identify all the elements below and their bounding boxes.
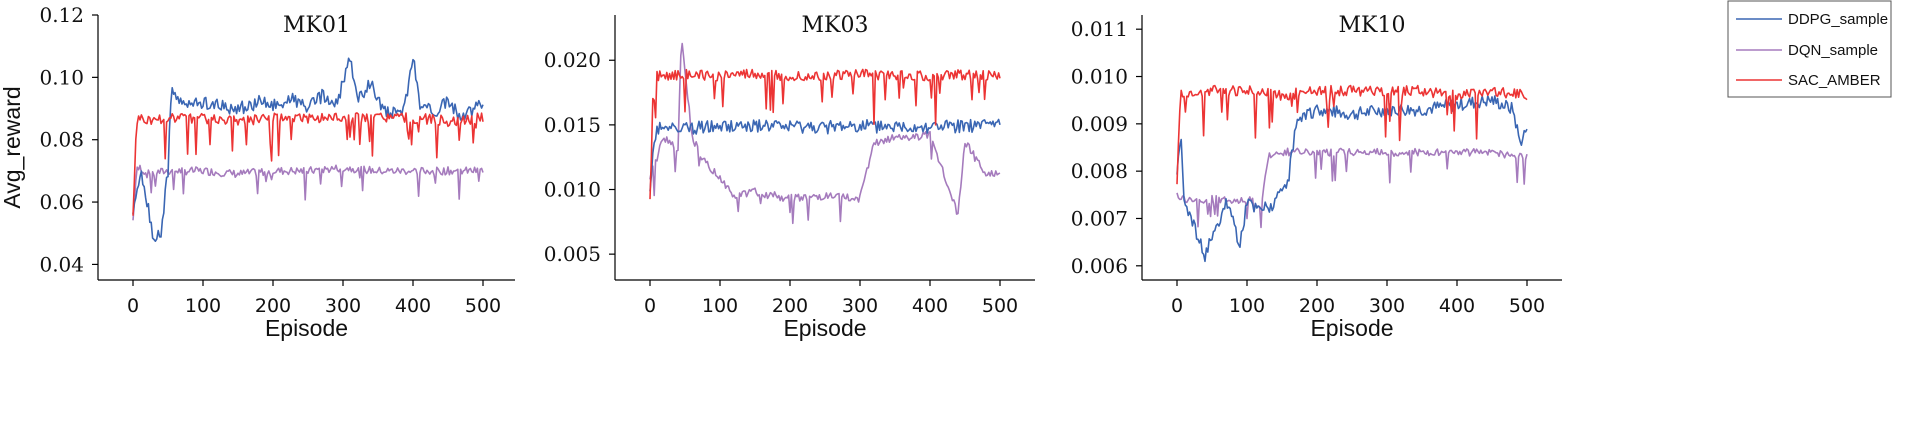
y-tick-label: 0.010	[1071, 65, 1128, 89]
chart-title: MK03	[802, 13, 869, 38]
x-tick-label: 400	[395, 295, 431, 317]
x-tick-label: 500	[465, 295, 501, 317]
series-line-sac-amber	[132, 112, 484, 216]
x-tick-label: 200	[255, 295, 291, 317]
y-tick-label: 0.008	[1071, 159, 1128, 183]
x-tick-label: 0	[644, 295, 656, 317]
y-tick-label: 0.04	[39, 252, 84, 276]
y-axis-label: Avg_reward	[0, 86, 25, 208]
chart-panel-mk01: 0.04 0.06 0.08 0.10 0.12 0 100 200 300 400 500 MK01…	[0, 3, 515, 341]
x-tick-label: 500	[1509, 295, 1545, 317]
series-line-sac-amber	[1176, 84, 1528, 185]
y-tick-label: 0.005	[544, 242, 601, 266]
x-tick-label: 300	[1369, 295, 1405, 317]
x-tick-label: 0	[1171, 295, 1183, 317]
y-tick-label: 0.007	[1071, 206, 1128, 230]
x-axis-label: Episode	[265, 315, 348, 341]
x-tick-label: 500	[982, 295, 1018, 317]
x-tick-label: 300	[842, 295, 878, 317]
y-tick-label: 0.08	[39, 128, 84, 152]
x-tick-label: 100	[702, 295, 738, 317]
x-tick-label: 400	[912, 295, 948, 317]
x-tick-label: 100	[1229, 295, 1265, 317]
chart-title: MK01	[283, 13, 350, 38]
y-tick-label: 0.009	[1071, 112, 1128, 136]
y-tick-label: 0.015	[544, 113, 601, 137]
chart-panel-mk03: 0.005 0.010 0.015 0.020 0 100 200 300 400 500 MK03…	[544, 13, 1035, 341]
legend-label-sac: SAC_AMBER	[1788, 72, 1881, 89]
x-tick-label: 300	[325, 295, 361, 317]
series-line-dqn-sample	[132, 164, 484, 221]
y-tick-label: 0.10	[39, 65, 84, 89]
x-tick-label: 200	[772, 295, 808, 317]
x-axis-label: Episode	[783, 315, 866, 341]
x-tick-label: 0	[127, 295, 139, 317]
x-axis-label: Episode	[1310, 315, 1393, 341]
series-line-dqn-sample	[1176, 147, 1528, 229]
legend: DDPG_sample DQN_sample SAC_AMBER	[1727, 0, 1892, 98]
y-tick-label: 0.06	[39, 190, 84, 214]
x-tick-label: 200	[1299, 295, 1335, 317]
legend-label-ddpg: DDPG_sample	[1788, 11, 1888, 28]
chart-title: MK10	[1339, 13, 1406, 38]
series-line-dqn-sample	[649, 42, 1001, 225]
x-tick-label: 100	[185, 295, 221, 317]
x-tick-label: 400	[1439, 295, 1475, 317]
y-tick-label: 0.010	[544, 178, 601, 202]
y-tick-label: 0.12	[39, 3, 84, 27]
y-tick-label: 0.006	[1071, 254, 1128, 278]
y-tick-label: 0.011	[1071, 17, 1128, 41]
series-line-sac-amber	[649, 68, 1001, 200]
legend-label-dqn: DQN_sample	[1788, 42, 1878, 59]
chart-panel-mk10: 0.006 0.007 0.008 0.009 0.010 0.011 0 100 200 300…	[1071, 13, 1562, 341]
series-line-ddpg-sample	[132, 57, 484, 242]
series-line-ddpg-sample	[649, 118, 1001, 192]
series-line-ddpg-sample	[1176, 95, 1528, 263]
y-tick-label: 0.020	[544, 48, 601, 72]
